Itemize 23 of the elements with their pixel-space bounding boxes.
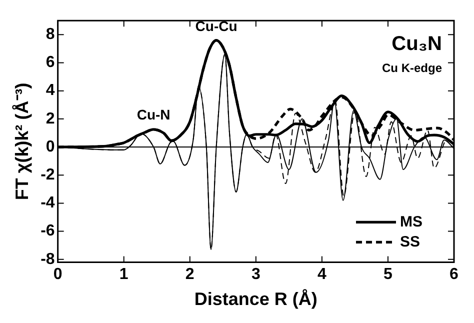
x-tick-label: 5 bbox=[384, 266, 393, 284]
legend-label: MS bbox=[400, 213, 422, 230]
x-tick-label: 1 bbox=[119, 266, 128, 284]
text: Cu₃N bbox=[392, 33, 442, 56]
x-axis-title: Distance R (Å) bbox=[194, 289, 318, 310]
legend-label: SS bbox=[400, 233, 420, 250]
text: Cu K-edge bbox=[382, 60, 442, 75]
x-tick-label: 6 bbox=[450, 266, 459, 284]
y-tick-label: -6 bbox=[40, 222, 55, 240]
x-tick-label: 4 bbox=[317, 266, 326, 284]
x-tick-label: 3 bbox=[251, 266, 260, 284]
y-tick-label: 4 bbox=[46, 82, 55, 100]
y-tick-label: -2 bbox=[40, 166, 55, 184]
y-tick-label: 6 bbox=[46, 54, 55, 72]
y-axis-title: FT χ(k)k² (Å⁻³) bbox=[12, 82, 32, 200]
y-tick-label: 8 bbox=[46, 26, 55, 44]
y-tick-label: 0 bbox=[46, 138, 55, 156]
y-tick-label: 2 bbox=[46, 110, 55, 128]
annotation: Cu-N bbox=[136, 106, 170, 123]
y-tick-label: -8 bbox=[40, 250, 55, 268]
annotation: Cu-Cu bbox=[195, 18, 238, 34]
x-tick-label: 2 bbox=[185, 266, 194, 284]
y-tick-label: -4 bbox=[40, 194, 55, 212]
